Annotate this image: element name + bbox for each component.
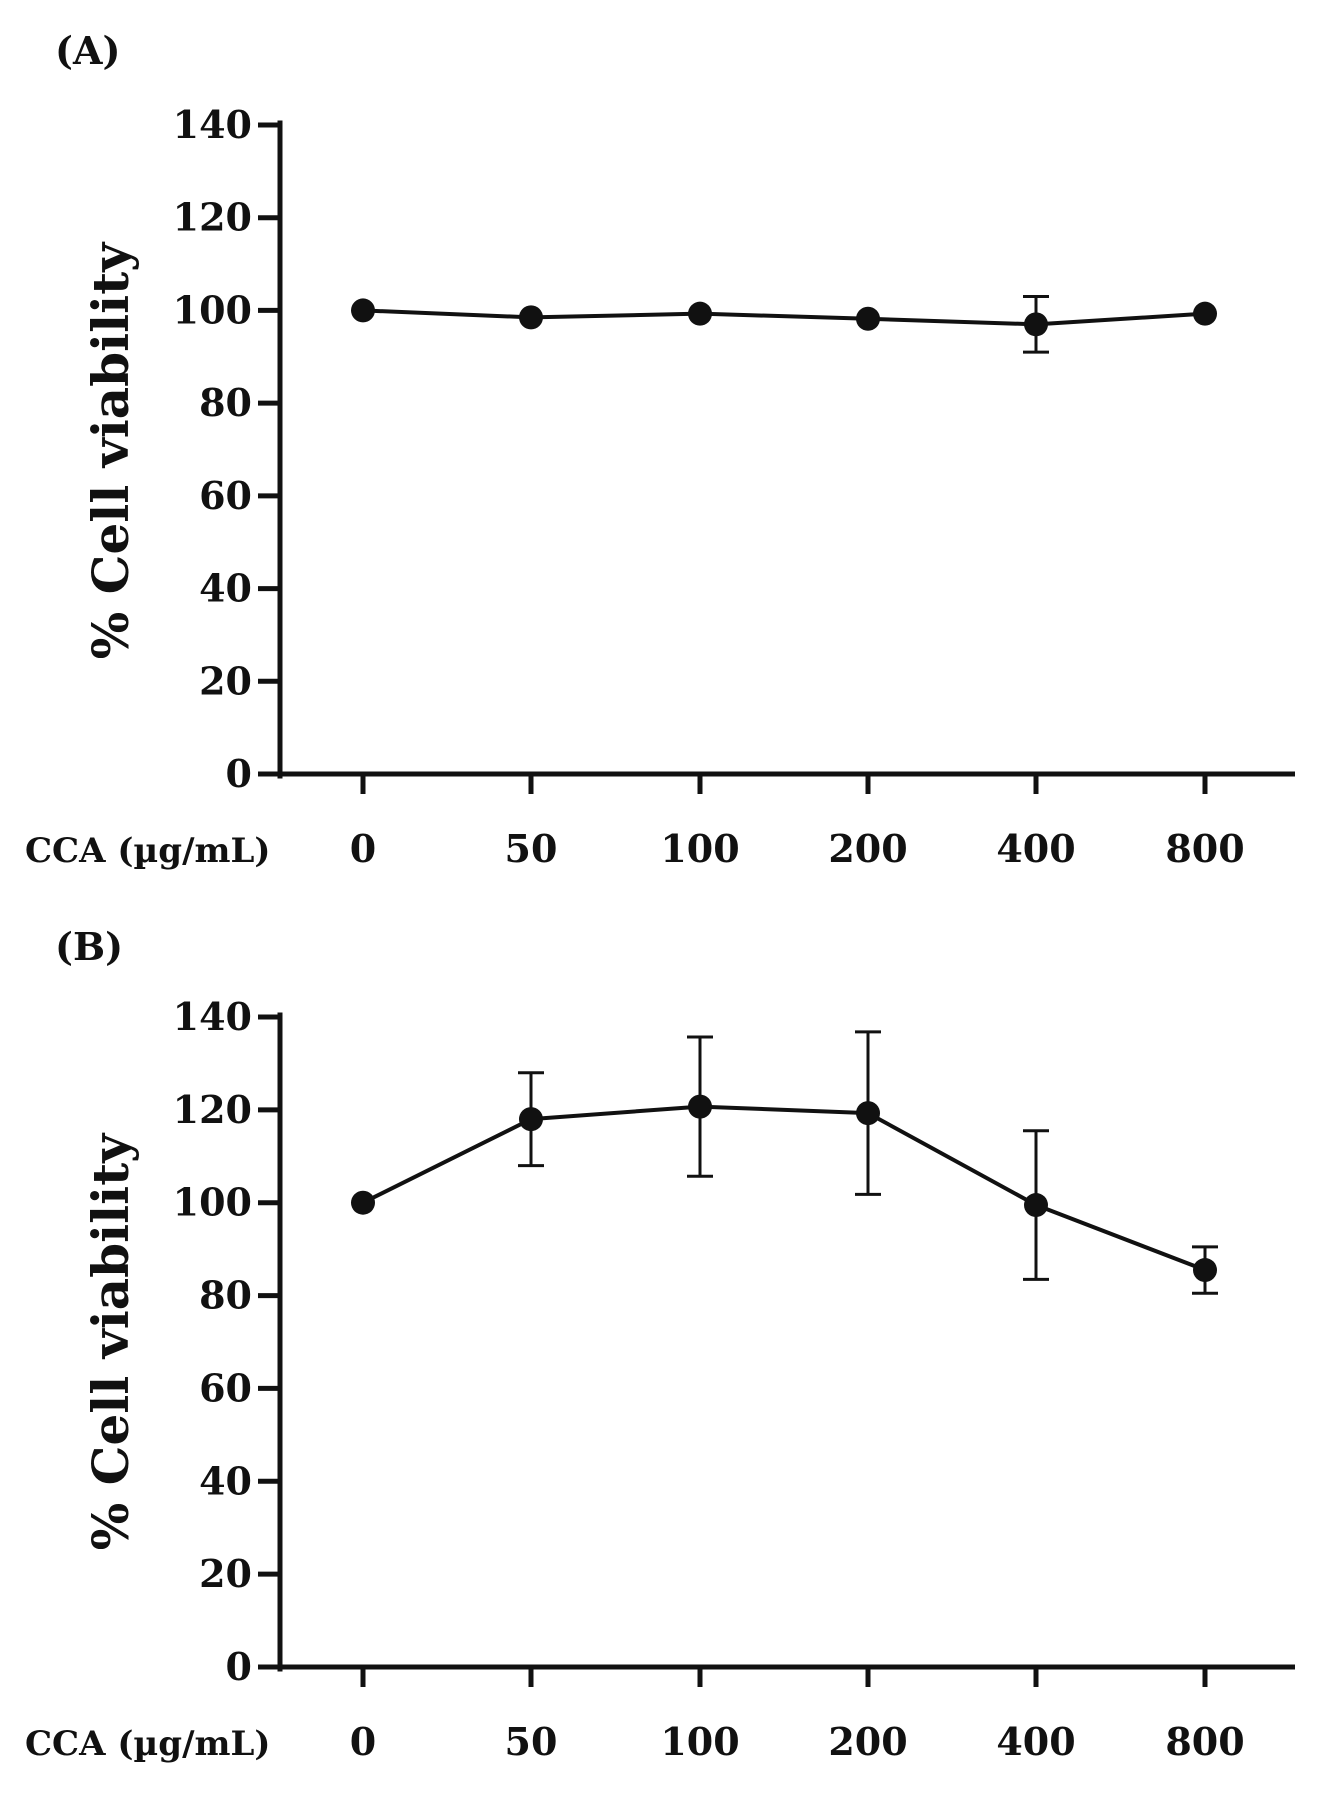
x-tick-label: 400 xyxy=(996,1719,1075,1764)
series-line xyxy=(362,308,1206,327)
y-tick-label: 60 xyxy=(199,1365,252,1410)
panel-label: (B) xyxy=(55,924,123,969)
y-tick-label: 120 xyxy=(173,1087,252,1132)
data-point xyxy=(351,298,375,323)
data-point xyxy=(856,306,880,331)
panel-b: (B) 0 20 40 60 80 100 120 140 0 50 100 200 400 800 CCA… xyxy=(25,924,1295,1764)
panel-label: (A) xyxy=(55,28,120,73)
data-point xyxy=(688,301,712,326)
y-tick-label: 20 xyxy=(199,1551,252,1596)
y-tick-label: 120 xyxy=(173,195,252,240)
x-tick-label: 100 xyxy=(660,1719,739,1764)
x-tick-label: 800 xyxy=(1165,826,1244,871)
y-tick-label: 60 xyxy=(199,473,252,518)
x-axis-title: CCA (µg/mL) xyxy=(25,831,270,871)
y-tick-label: 140 xyxy=(173,102,252,147)
y-tick-label: 40 xyxy=(199,566,252,611)
x-tick-label: 400 xyxy=(996,826,1075,871)
x-tick-label: 0 xyxy=(350,826,376,871)
series-line xyxy=(362,1104,1206,1272)
y-tick-label: 40 xyxy=(199,1458,252,1503)
y-tick-label: 80 xyxy=(199,380,252,425)
y-tick-label: 100 xyxy=(173,287,252,332)
y-tick-label: 0 xyxy=(226,751,252,796)
data-point xyxy=(1193,301,1217,326)
x-tick-label: 800 xyxy=(1165,1719,1244,1764)
x-tick-label: 0 xyxy=(350,1719,376,1764)
data-point xyxy=(1193,1258,1217,1283)
y-tick-label: 80 xyxy=(199,1273,252,1318)
y-tick-label: 100 xyxy=(173,1180,252,1225)
y-tick-label: 0 xyxy=(226,1644,252,1689)
data-point xyxy=(1024,312,1048,337)
x-tick-label: 200 xyxy=(828,1719,907,1764)
data-point xyxy=(856,1101,880,1126)
data-point xyxy=(519,305,543,330)
x-tick-label: 200 xyxy=(828,826,907,871)
y-tick-label: 20 xyxy=(199,658,252,703)
y-axis-title: % Cell viability xyxy=(81,1132,140,1550)
y-tick-label: 140 xyxy=(173,994,252,1039)
x-axis-title: CCA (µg/mL) xyxy=(25,1724,270,1764)
panel-a: (A) 0 20 40 60 80 100 120 140 0 50 100 200 400 800 CCA… xyxy=(25,28,1295,871)
data-point xyxy=(1024,1193,1048,1218)
x-tick-label: 100 xyxy=(660,826,739,871)
data-point xyxy=(351,1190,375,1215)
x-tick-label: 50 xyxy=(505,1719,558,1764)
data-point xyxy=(519,1107,543,1132)
data-point xyxy=(688,1094,712,1119)
x-tick-label: 50 xyxy=(505,826,558,871)
y-axis-title: % Cell viability xyxy=(81,241,140,659)
